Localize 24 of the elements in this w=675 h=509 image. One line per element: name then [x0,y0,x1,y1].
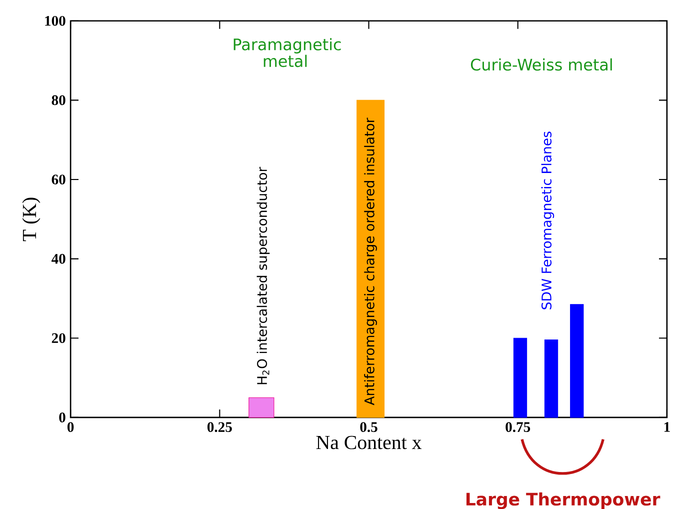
bar [248,397,274,418]
y-tick-label: 100 [45,16,66,26]
y-axis-title: T (K) [22,198,40,242]
annotation: Antiferromagnetic charge ordered insulator [364,118,377,406]
x-tick-label: 0 [67,422,74,432]
x-tick-label: 0.5 [360,422,378,432]
x-tick-label: 0.75 [506,422,530,432]
bar [513,338,528,418]
annotation: Curie-Weiss metal [470,58,612,71]
x-tick-label: 0.25 [207,422,232,432]
text: Large Thermopower [466,492,660,509]
annotation: Paramagnetic metal [234,38,341,68]
y-tick-label: 20 [52,333,66,343]
y-tick-label: 40 [52,254,66,264]
x-axis-title: Na Content x [316,436,422,450]
y-tick-label: 0 [59,412,66,422]
y-tick-label: 60 [52,174,66,184]
bar [544,339,558,418]
y-tick-label: 80 [52,95,66,106]
bar [356,100,385,418]
x-tick-label: 1 [664,422,670,432]
annotation: SDW Ferromagnetic Planes [541,132,554,310]
bar [570,304,584,418]
annotation: H$_{2}$O intercalated superconductor [256,166,270,384]
